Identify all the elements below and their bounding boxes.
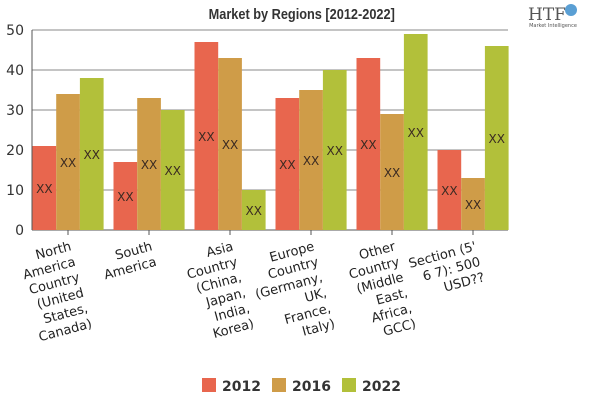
- y-tick-label: 50: [6, 23, 24, 39]
- bar-2016: [218, 58, 242, 230]
- x-category-label: AsiaCountry(China,Japan,India,Korea): [181, 239, 256, 344]
- x-category-label: SouthAmerica: [98, 239, 158, 283]
- bar-2022: [241, 190, 266, 230]
- y-tick-label: 30: [6, 103, 24, 119]
- data-label: XX: [60, 156, 76, 170]
- x-category-label: OtherCountry(MiddleEast,Africa,GCC): [343, 239, 418, 344]
- bar-2016: [461, 178, 485, 230]
- legend-swatch-2022: [342, 378, 356, 392]
- bar-2012: [275, 98, 300, 230]
- bar-2016: [299, 90, 323, 230]
- bar-2012: [437, 150, 462, 230]
- data-label: XX: [36, 182, 52, 196]
- legend-swatch-2012: [202, 378, 216, 392]
- logo-globe-icon: [565, 4, 577, 16]
- data-label: XX: [465, 198, 481, 212]
- y-tick-label: 10: [6, 183, 24, 199]
- bar-2022: [160, 110, 185, 230]
- legend-label: 2012: [222, 379, 261, 395]
- bar-2012: [113, 162, 138, 230]
- x-category-label: NorthAmericaCountry(UnitedStates,Canada): [16, 239, 94, 345]
- bar-2022: [484, 46, 509, 230]
- y-tick-label: 20: [6, 143, 24, 159]
- bar-2016: [380, 114, 404, 230]
- data-label: XX: [327, 144, 343, 158]
- x-category-label: EuropeCountry(Germany,UK,France,Italy): [246, 239, 337, 349]
- bar-2022: [79, 78, 104, 230]
- y-tick-label: 0: [15, 223, 24, 239]
- bar-2022: [403, 34, 428, 230]
- data-label: XX: [489, 132, 505, 146]
- bar-2012: [32, 146, 57, 230]
- data-label: XX: [198, 130, 214, 144]
- chart-title: Market by Regions [2012-2022]: [209, 5, 395, 22]
- bar-2022: [322, 70, 347, 230]
- data-label: XX: [84, 148, 100, 162]
- data-label: XX: [279, 158, 295, 172]
- bar-2016: [56, 94, 80, 230]
- category-line: Asia: [205, 239, 235, 261]
- data-label: XX: [441, 184, 457, 198]
- bar-2016: [137, 98, 161, 230]
- data-label: XX: [165, 164, 181, 178]
- htf-logo: HTF Market Intelligence: [528, 4, 577, 29]
- data-label: XX: [246, 204, 262, 218]
- data-label: XX: [222, 138, 238, 152]
- data-label: XX: [141, 158, 157, 172]
- logo-text: HTF: [528, 5, 566, 25]
- legend-label: 2016: [292, 379, 331, 395]
- data-label: XX: [117, 190, 133, 204]
- legend-label: 2022: [362, 379, 401, 395]
- bar-2012: [194, 42, 219, 230]
- y-tick-label: 40: [6, 63, 24, 79]
- data-label: XX: [384, 166, 400, 180]
- logo-subtext: Market Intelligence: [529, 23, 577, 29]
- data-label: XX: [360, 138, 376, 152]
- x-category-label: Section (5'6 7): 500USD??: [407, 239, 486, 302]
- data-label: XX: [303, 154, 319, 168]
- bar-2012: [356, 58, 381, 230]
- category-line: UK,: [303, 286, 328, 306]
- data-label: XX: [408, 126, 424, 140]
- legend-swatch-2016: [272, 378, 286, 392]
